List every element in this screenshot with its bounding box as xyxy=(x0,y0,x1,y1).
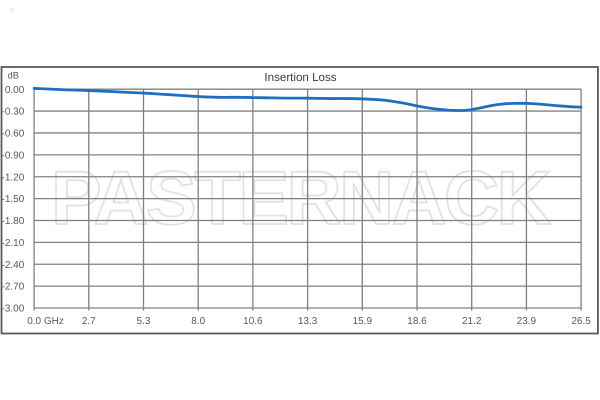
svg-text:0.0 GHz: 0.0 GHz xyxy=(27,316,64,327)
svg-text:13.3: 13.3 xyxy=(298,316,318,327)
svg-text:26.5: 26.5 xyxy=(571,316,591,327)
svg-text:-1.50: -1.50 xyxy=(2,194,25,205)
svg-text:-2.40: -2.40 xyxy=(2,260,25,271)
svg-text:-3.00: -3.00 xyxy=(2,304,25,315)
svg-text:-1.80: -1.80 xyxy=(2,216,25,227)
svg-text:-0.30: -0.30 xyxy=(2,107,25,118)
svg-text:-1.20: -1.20 xyxy=(2,172,25,183)
svg-text:5.3: 5.3 xyxy=(137,316,151,327)
svg-text:2.7: 2.7 xyxy=(82,316,96,327)
svg-text:10.6: 10.6 xyxy=(243,316,263,327)
svg-text:-2.70: -2.70 xyxy=(2,282,25,293)
svg-text:23.9: 23.9 xyxy=(517,316,537,327)
svg-text:8.0: 8.0 xyxy=(191,316,205,327)
svg-text:21.2: 21.2 xyxy=(462,316,482,327)
svg-text:-2.10: -2.10 xyxy=(2,238,25,249)
svg-text:15.9: 15.9 xyxy=(353,316,373,327)
svg-text:-0.60: -0.60 xyxy=(2,129,25,140)
svg-text:0.00: 0.00 xyxy=(5,85,25,96)
svg-text:-0.90: -0.90 xyxy=(2,150,25,161)
svg-text:Insertion Loss: Insertion Loss xyxy=(264,71,336,84)
svg-text:18.6: 18.6 xyxy=(407,316,427,327)
svg-text:dB: dB xyxy=(8,69,19,80)
